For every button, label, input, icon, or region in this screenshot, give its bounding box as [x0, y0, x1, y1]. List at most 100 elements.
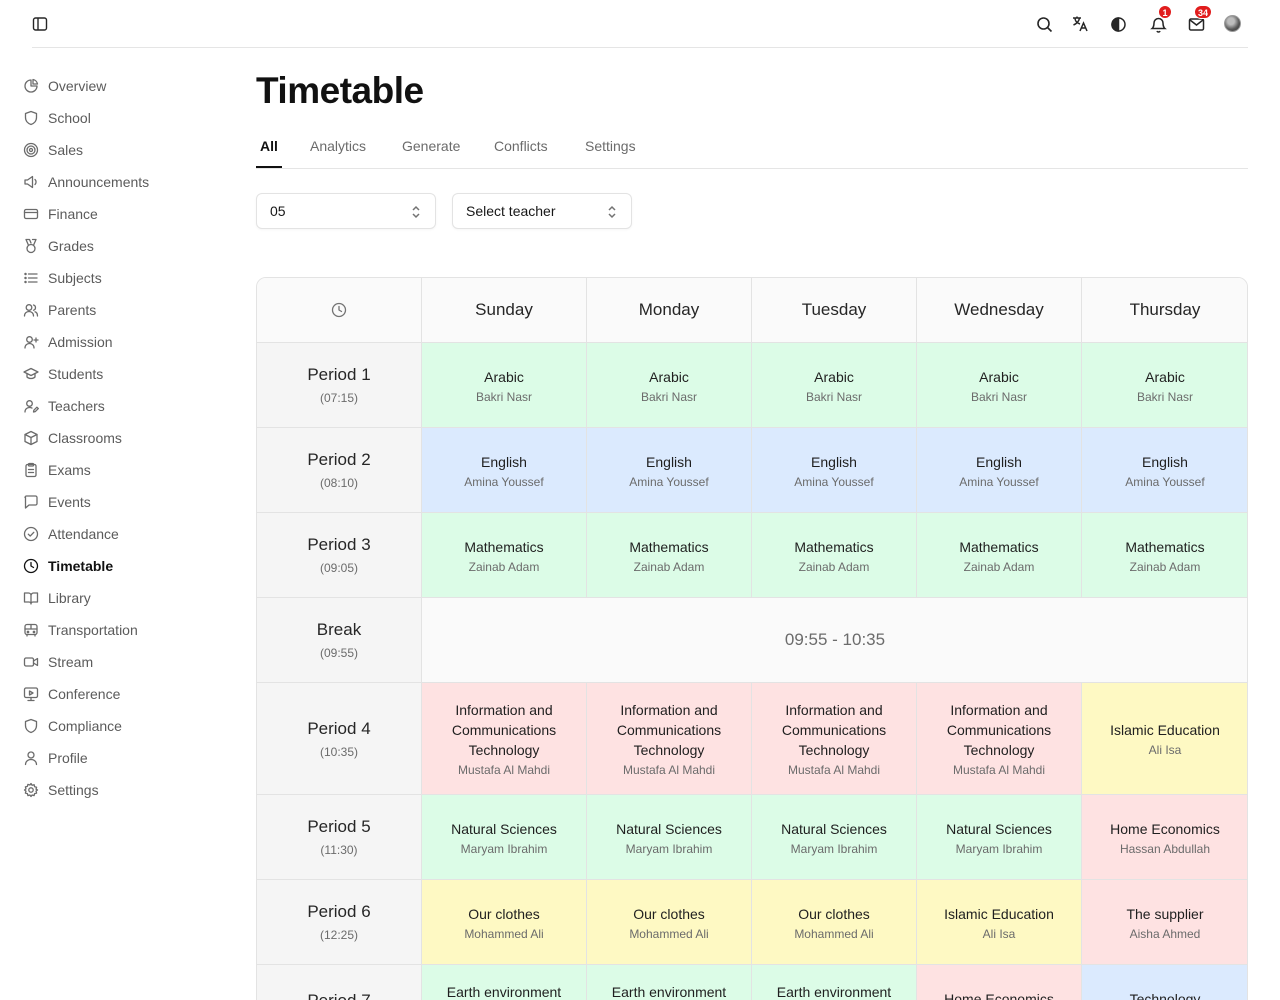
- mail-icon[interactable]: 34: [1184, 5, 1213, 36]
- timetable-slot[interactable]: Home Economics Hassan Abdullah: [1082, 795, 1247, 880]
- sidebar-item-school[interactable]: School: [22, 102, 222, 134]
- sidebar-item-overview[interactable]: Overview: [22, 70, 222, 102]
- timetable-slot[interactable]: Information and Communications Technolog…: [587, 683, 752, 795]
- timetable-slot[interactable]: Earth environment: [587, 965, 752, 1000]
- tab-analytics[interactable]: Analytics: [310, 138, 367, 154]
- sidebar-item-label: Announcements: [48, 174, 150, 190]
- timetable-slot[interactable]: Our clothes Mohammed Ali: [752, 880, 917, 965]
- timetable-slot[interactable]: English Amina Youssef: [752, 428, 917, 513]
- clock-icon: [331, 302, 347, 318]
- timetable-slot[interactable]: Our clothes Mohammed Ali: [422, 880, 587, 965]
- bell-icon[interactable]: 1: [1146, 5, 1172, 36]
- timetable-slot[interactable]: Arabic Bakri Nasr: [917, 343, 1082, 428]
- subject-name: Technology: [1129, 991, 1201, 1000]
- top-bar: 1 34: [32, 0, 1248, 48]
- timetable-slot[interactable]: Mathematics Zainab Adam: [1082, 513, 1247, 598]
- timetable-slot[interactable]: Our clothes Mohammed Ali: [587, 880, 752, 965]
- timetable-slot[interactable]: Mathematics Zainab Adam: [587, 513, 752, 598]
- timetable-slot[interactable]: Natural Sciences Maryam Ibrahim: [422, 795, 587, 880]
- sidebar-item-admission[interactable]: Admission: [22, 326, 222, 358]
- teacher-name: Maryam Ibrahim: [790, 841, 878, 856]
- sidebar-item-stream[interactable]: Stream: [22, 646, 222, 678]
- active-tab-indicator: [256, 166, 282, 168]
- timetable-slot[interactable]: Islamic Education Ali Isa: [1082, 683, 1247, 795]
- sidebar-item-profile[interactable]: Profile: [22, 742, 222, 774]
- timetable-slot[interactable]: English Amina Youssef: [1082, 428, 1247, 513]
- sidebar-item-library[interactable]: Library: [22, 582, 222, 614]
- sidebar-item-parents[interactable]: Parents: [22, 294, 222, 326]
- period-name: Period 1: [307, 365, 371, 384]
- subject-name: Natural Sciences: [946, 820, 1052, 837]
- timetable-slot[interactable]: Natural Sciences Maryam Ibrahim: [587, 795, 752, 880]
- period-label-cell: Period 4 (10:35): [257, 683, 422, 795]
- translate-icon[interactable]: [1068, 12, 1092, 36]
- timetable-slot[interactable]: Mathematics Zainab Adam: [422, 513, 587, 598]
- timetable-slot[interactable]: Islamic Education Ali Isa: [917, 880, 1082, 965]
- search-icon[interactable]: [1032, 12, 1056, 36]
- teacher-name: Amina Youssef: [794, 474, 874, 489]
- sidebar-item-settings[interactable]: Settings: [22, 774, 222, 806]
- sidebar-item-attendance[interactable]: Attendance: [22, 518, 222, 550]
- subject-name: English: [646, 453, 692, 470]
- timetable-slot[interactable]: Information and Communications Technolog…: [422, 683, 587, 795]
- sidebar-toggle-icon[interactable]: [28, 12, 52, 36]
- megaphone-icon: [22, 173, 40, 191]
- timetable-slot[interactable]: Arabic Bakri Nasr: [422, 343, 587, 428]
- timetable-slot[interactable]: Information and Communications Technolog…: [917, 683, 1082, 795]
- sidebar-item-conference[interactable]: Conference: [22, 678, 222, 710]
- clock-icon: [22, 557, 40, 575]
- timetable-slot[interactable]: Home Economics: [917, 965, 1082, 1000]
- timetable-slot[interactable]: Technology: [1082, 965, 1247, 1000]
- sidebar-item-teachers[interactable]: Teachers: [22, 390, 222, 422]
- subject-name: Home Economics: [944, 991, 1054, 1000]
- sidebar-item-compliance[interactable]: Compliance: [22, 710, 222, 742]
- timetable-slot[interactable]: Information and Communications Technolog…: [752, 683, 917, 795]
- timetable-slot[interactable]: The supplier Aisha Ahmed: [1082, 880, 1247, 965]
- day-label: Monday: [638, 300, 700, 319]
- period-name: Period 6: [307, 902, 371, 921]
- sidebar-item-label: Admission: [48, 334, 113, 350]
- avatar[interactable]: [1224, 15, 1241, 32]
- sidebar-item-finance[interactable]: Finance: [22, 198, 222, 230]
- sidebar-item-label: Overview: [48, 78, 107, 94]
- clipboard-icon: [22, 461, 40, 479]
- timetable-slot[interactable]: Natural Sciences Maryam Ibrahim: [917, 795, 1082, 880]
- tab-generate[interactable]: Generate: [402, 138, 461, 154]
- sidebar-item-sales[interactable]: Sales: [22, 134, 222, 166]
- teacher-select[interactable]: Select teacher: [452, 193, 632, 229]
- timetable-slot[interactable]: English Amina Youssef: [587, 428, 752, 513]
- tab-conflicts[interactable]: Conflicts: [494, 138, 548, 154]
- sidebar-item-exams[interactable]: Exams: [22, 454, 222, 486]
- list-icon: [22, 269, 40, 287]
- timetable-slot[interactable]: Mathematics Zainab Adam: [752, 513, 917, 598]
- timetable-slot[interactable]: English Amina Youssef: [422, 428, 587, 513]
- subject-name: Home Economics: [1110, 820, 1220, 837]
- sidebar-item-grades[interactable]: Grades: [22, 230, 222, 262]
- timetable-slot[interactable]: Mathematics Zainab Adam: [917, 513, 1082, 598]
- class-select[interactable]: 05: [256, 193, 436, 229]
- timetable-slot[interactable]: Earth environment: [422, 965, 587, 1000]
- theme-toggle-icon[interactable]: [1106, 12, 1130, 36]
- timetable-slot[interactable]: Natural Sciences Maryam Ibrahim: [752, 795, 917, 880]
- user-pen-icon: [22, 397, 40, 415]
- timetable-slot[interactable]: Arabic Bakri Nasr: [1082, 343, 1247, 428]
- sidebar-item-classrooms[interactable]: Classrooms: [22, 422, 222, 454]
- sidebar-item-students[interactable]: Students: [22, 358, 222, 390]
- sidebar-item-announcements[interactable]: Announcements: [22, 166, 222, 198]
- sidebar-item-transportation[interactable]: Transportation: [22, 614, 222, 646]
- teacher-name: Amina Youssef: [629, 474, 709, 489]
- tab-all[interactable]: All: [260, 138, 278, 154]
- period-label-cell: Period 3 (09:05): [257, 513, 422, 598]
- sidebar-item-events[interactable]: Events: [22, 486, 222, 518]
- tab-settings[interactable]: Settings: [585, 138, 636, 154]
- subject-name: English: [976, 453, 1022, 470]
- sidebar-item-subjects[interactable]: Subjects: [22, 262, 222, 294]
- subject-name: Mathematics: [464, 538, 544, 555]
- sidebar-item-timetable[interactable]: Timetable: [22, 550, 222, 582]
- subject-name: Natural Sciences: [616, 820, 722, 837]
- timetable-slot[interactable]: English Amina Youssef: [917, 428, 1082, 513]
- timetable-slot[interactable]: Arabic Bakri Nasr: [752, 343, 917, 428]
- sidebar-item-label: Students: [48, 366, 104, 382]
- timetable-slot[interactable]: Arabic Bakri Nasr: [587, 343, 752, 428]
- timetable-slot[interactable]: Earth environment: [752, 965, 917, 1000]
